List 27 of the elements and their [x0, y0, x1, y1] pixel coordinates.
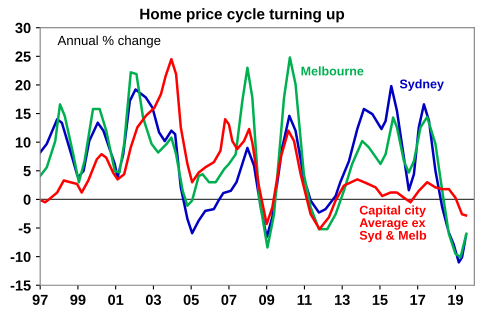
y-tick-label: -5 [18, 223, 31, 234]
series-label: Capital city Average ex Syd & Melb [360, 205, 426, 242]
x-tick-label: 19 [448, 294, 464, 305]
x-tick-label: 11 [298, 294, 312, 305]
y-tick-label: 25 [15, 51, 31, 62]
x-tick-label: 17 [410, 294, 426, 305]
series-label: Melbourne [301, 66, 364, 76]
annotation: Annual % change [58, 35, 160, 48]
y-tick-label: -15 [10, 280, 31, 291]
x-tick-label: 15 [372, 294, 388, 305]
y-tick-label: 0 [24, 194, 31, 205]
x-tick-label: 13 [334, 294, 350, 306]
x-tick-label: 09 [259, 294, 274, 305]
x-tick-label: 05 [184, 294, 199, 305]
x-tick-label: 01 [108, 294, 124, 305]
x-tick-label: 07 [221, 294, 236, 305]
y-tick-label: 30 [15, 22, 31, 34]
x-tick-label: 99 [70, 294, 86, 305]
x-tick-label: 97 [32, 294, 48, 305]
y-tick-label: 15 [16, 108, 31, 119]
series-label: Sydney [400, 79, 444, 91]
y-tick-label: 20 [15, 80, 31, 90]
x-tick-label: 03 [146, 294, 162, 306]
y-tick-label: -10 [10, 252, 31, 262]
chart-title: Home price cycle turning up [140, 8, 344, 22]
y-tick-label: 10 [16, 137, 31, 148]
y-tick-label: 5 [23, 166, 31, 176]
